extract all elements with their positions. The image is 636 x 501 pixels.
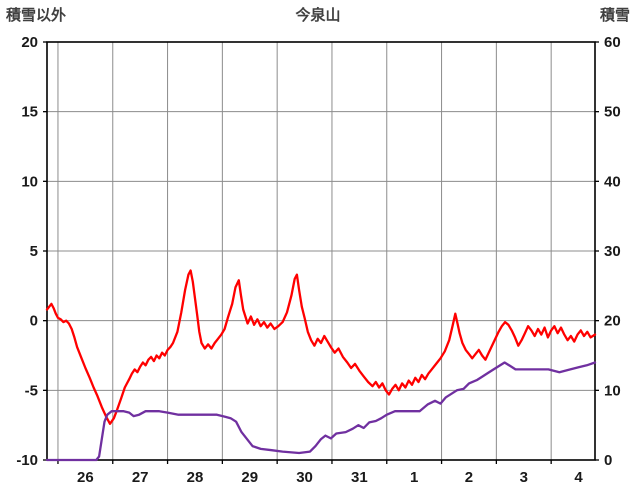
x-axis-tick-label: 4 bbox=[574, 469, 583, 486]
left-axis-tick-label: 20 bbox=[21, 34, 38, 51]
x-axis-tick-label: 3 bbox=[520, 469, 528, 486]
temperature-line bbox=[45, 269, 597, 425]
left-axis-title: 積雪以外 bbox=[6, 7, 67, 24]
left-axis-tick-label: 0 bbox=[30, 313, 38, 330]
right-axis-tick-label: 0 bbox=[604, 452, 612, 469]
right-axis-tick-label: 20 bbox=[604, 313, 621, 330]
x-axis-tick-label: 2 bbox=[465, 469, 473, 486]
right-axis-title: 積雪 bbox=[599, 7, 630, 24]
x-axis-tick-label: 26 bbox=[77, 469, 94, 486]
right-axis-tick-label: 50 bbox=[604, 104, 621, 121]
x-axis-tick-label: 30 bbox=[296, 469, 313, 486]
x-axis-tick-label: 31 bbox=[351, 469, 368, 486]
x-axis-tick-label: 29 bbox=[241, 469, 258, 486]
left-axis-tick-label: -5 bbox=[25, 382, 38, 399]
snow-depth-line bbox=[45, 361, 597, 462]
right-axis-tick-label: 10 bbox=[604, 382, 621, 399]
x-axis-tick-label: 27 bbox=[132, 469, 149, 486]
left-axis-tick-label: 10 bbox=[21, 173, 38, 190]
chart-title: 今泉山 bbox=[295, 7, 341, 24]
x-axis-tick-label: 28 bbox=[187, 469, 204, 486]
left-axis-tick-label: -10 bbox=[16, 452, 38, 469]
left-axis-tick-label: 15 bbox=[21, 104, 38, 121]
right-axis-tick-label: 40 bbox=[604, 173, 621, 190]
left-axis-tick-label: 5 bbox=[30, 243, 38, 260]
right-axis-tick-label: 60 bbox=[604, 34, 621, 51]
x-axis-tick-label: 1 bbox=[410, 469, 418, 486]
right-axis-tick-label: 30 bbox=[604, 243, 621, 260]
